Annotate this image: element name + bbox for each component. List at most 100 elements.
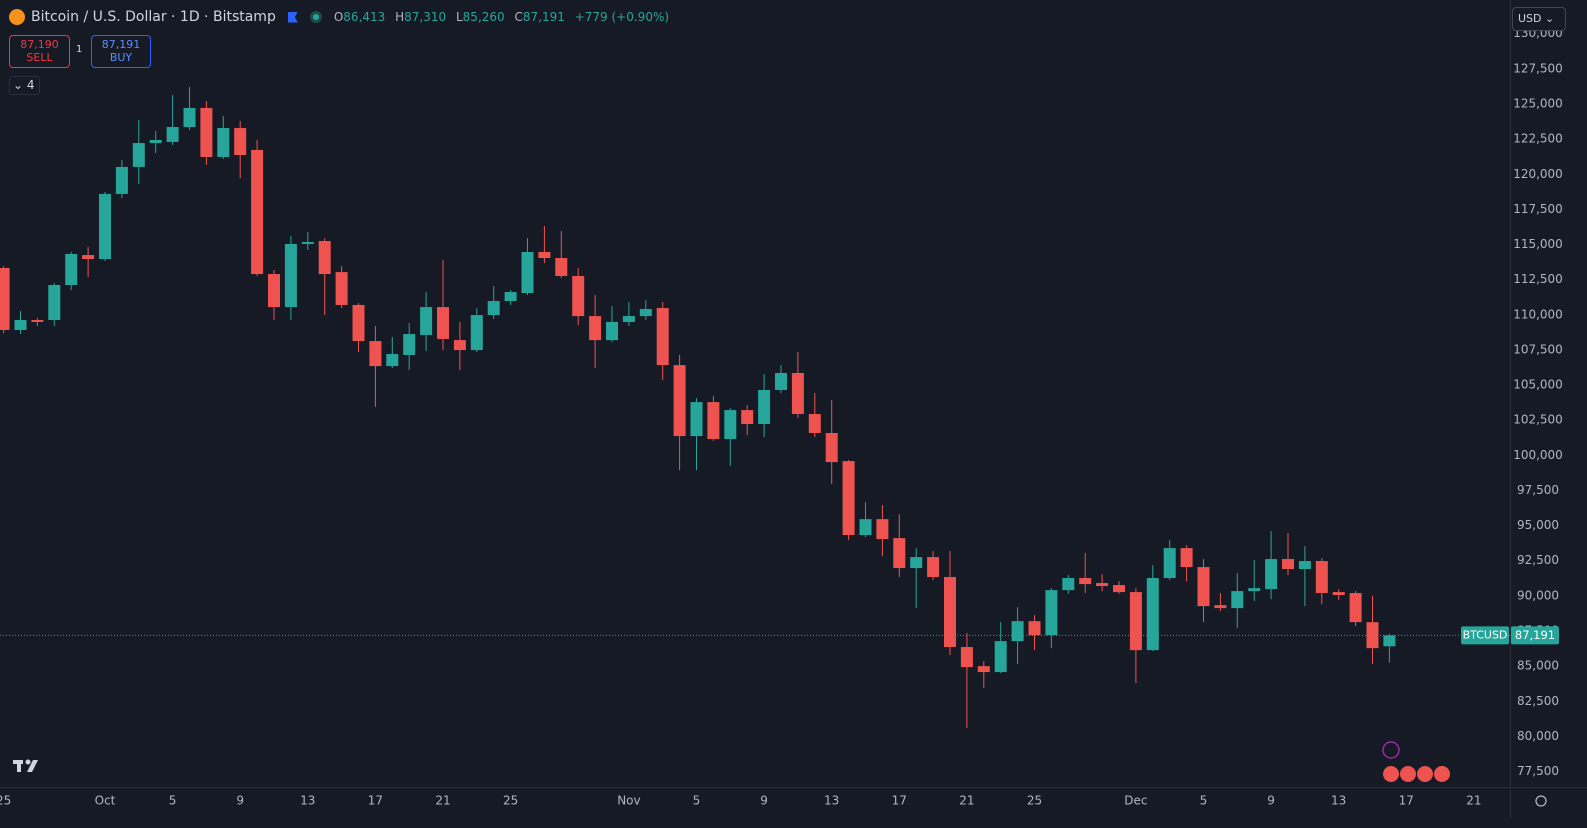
x-tick-label: 5 — [1200, 794, 1208, 808]
x-tick-label: 13 — [824, 794, 839, 808]
y-tick-label: 120,000 — [1513, 167, 1563, 181]
candle-body — [572, 276, 585, 317]
price-tag: 87,191 — [1515, 628, 1555, 642]
candle-body — [234, 128, 247, 156]
candle-body — [606, 321, 618, 341]
candle-body — [268, 274, 280, 308]
candle-body — [0, 268, 10, 330]
candle-body — [842, 461, 855, 536]
ohlc-value: 86,413 — [343, 10, 386, 24]
candle-body — [1197, 567, 1210, 607]
buy-button[interactable]: 87,191 BUY — [91, 35, 151, 68]
x-tick-label: 21 — [1466, 794, 1481, 808]
indicators-toggle[interactable]: ⌄ 4 — [9, 76, 40, 95]
candle-body — [775, 372, 787, 390]
x-tick-label: 5 — [693, 794, 701, 808]
market-status — [309, 11, 322, 23]
y-tick-label: 110,000 — [1513, 307, 1563, 321]
candle-body — [1113, 585, 1125, 593]
x-tick-label: 25 — [0, 794, 11, 808]
candle-body — [1315, 561, 1328, 594]
y-tick-label: 102,500 — [1513, 413, 1563, 427]
candle-body — [48, 285, 61, 320]
x-tick-label: 13 — [1331, 794, 1346, 808]
currency: USD — [1518, 12, 1542, 25]
candle-body — [825, 432, 838, 463]
change: +779 (+0.90%) — [574, 10, 670, 24]
candle-body — [1231, 591, 1244, 609]
candle-body — [521, 251, 534, 294]
candle-body — [893, 538, 906, 569]
ohlc-key: L — [455, 10, 463, 24]
candle-body — [741, 410, 754, 424]
candle-body — [1146, 578, 1159, 651]
candle-body — [1129, 592, 1142, 651]
candle-body — [1062, 578, 1075, 591]
candle-body — [960, 647, 973, 668]
candle-body — [437, 307, 449, 339]
candle-body — [301, 242, 314, 244]
x-tick-label: Oct — [95, 794, 116, 808]
x-tick-label: 9 — [760, 794, 768, 808]
candle-body — [65, 253, 78, 286]
candle-body — [876, 519, 889, 540]
x-tick-label: 5 — [169, 794, 177, 808]
ohlc-key: O — [333, 10, 344, 24]
candle-body — [1163, 548, 1176, 579]
flag-icon[interactable] — [287, 11, 298, 23]
candle-body — [589, 316, 602, 341]
symbol-tag-bg — [1461, 626, 1509, 645]
ohlc-values: O86,413 H87,310 L85,260 C87,191 +779 (+0… — [328, 10, 669, 24]
candle-body — [690, 402, 703, 437]
y-tick-label: 117,500 — [1513, 202, 1563, 216]
x-tick-label: 17 — [368, 794, 383, 808]
candle-body — [724, 410, 737, 440]
candle-body — [622, 316, 635, 322]
x-tick-label: Dec — [1124, 794, 1147, 808]
y-tick-label: 77,500 — [1517, 764, 1559, 778]
candle-body — [251, 149, 264, 275]
x-tick-label: 25 — [503, 794, 518, 808]
y-tick-label: 95,000 — [1517, 518, 1559, 532]
x-tick-label: 17 — [892, 794, 907, 808]
coin-icon — [9, 9, 25, 25]
symbol-title[interactable]: Bitcoin / U.S. Dollar · 1D · Bitstamp — [31, 9, 276, 25]
y-tick-label: 97,500 — [1517, 483, 1559, 497]
candle-body — [99, 193, 111, 260]
candle-body — [1045, 590, 1058, 636]
event-icons — [1382, 741, 1450, 782]
ohlc-value: 87,191 — [522, 10, 565, 24]
candle-body — [1248, 588, 1261, 592]
y-tick-label: 125,000 — [1513, 96, 1563, 110]
candle-body — [132, 143, 145, 167]
candle-body — [470, 315, 483, 351]
candle-body — [352, 304, 365, 342]
ohlc-value: 87,310 — [404, 10, 447, 24]
candle-body — [420, 307, 433, 336]
indicator-count: 4 — [26, 78, 35, 92]
candle-body — [538, 251, 551, 259]
sell-button[interactable]: 87,190 SELL — [9, 35, 70, 68]
y-tick-label: 112,500 — [1513, 272, 1563, 286]
candle-body — [504, 292, 517, 302]
candle-body — [487, 301, 500, 316]
currency-select[interactable]: USD ⌄ — [1512, 7, 1566, 31]
y-tick-label: 82,500 — [1517, 694, 1559, 708]
y-tick-label: 80,000 — [1517, 729, 1559, 743]
candle-body — [166, 127, 179, 142]
settings-icon[interactable] — [1535, 795, 1547, 807]
candle-body — [639, 309, 652, 317]
price-tag-bg — [1511, 626, 1559, 645]
y-tick-label: 107,500 — [1513, 342, 1563, 356]
candle-body — [1011, 621, 1024, 642]
symbol-header: Bitcoin / U.S. Dollar · 1D · Bitstamp O8… — [9, 9, 669, 25]
candle-body — [1096, 583, 1109, 587]
candle-body — [403, 334, 416, 355]
candle-body — [200, 107, 213, 157]
spread: 1 — [76, 44, 83, 55]
y-tick-label: 90,000 — [1517, 588, 1559, 602]
candle-body — [656, 308, 669, 366]
candle-body — [1366, 622, 1379, 649]
symbol-tag: BTCUSD — [1463, 628, 1508, 641]
